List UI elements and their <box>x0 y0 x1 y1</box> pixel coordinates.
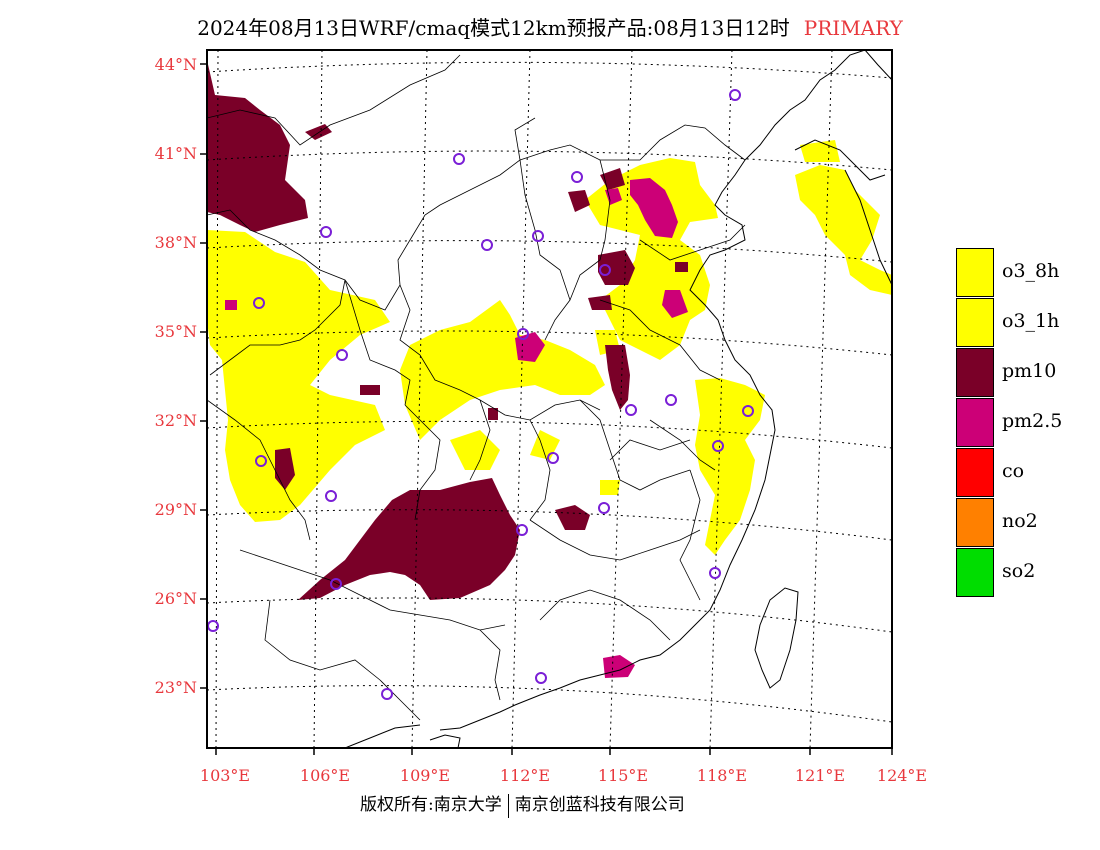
lat-label-44: 44°N <box>154 55 197 74</box>
lat-label-26: 26°N <box>154 589 197 608</box>
axis-ticks <box>200 63 893 755</box>
map-frame <box>206 49 893 749</box>
legend-label: pm10 <box>1002 360 1057 382</box>
lat-label-41: 41°N <box>154 144 197 163</box>
coastline <box>344 50 892 748</box>
pm25-region <box>225 178 688 678</box>
credit-left: 版权所有:南京大学 <box>360 795 502 815</box>
legend-label: pm2.5 <box>1002 410 1063 432</box>
o3-region-central <box>400 300 620 495</box>
pm10-region-northwest <box>207 60 332 232</box>
credit-right: 南京创蓝科技有限公司 <box>514 795 685 815</box>
o3-region-east <box>695 140 892 555</box>
lat-label-29: 29°N <box>154 500 197 519</box>
legend-label: o3_8h <box>1002 260 1060 282</box>
legend-swatch <box>956 348 994 397</box>
lon-label-112: 112°E <box>499 766 551 785</box>
lon-label-103: 103°E <box>199 766 251 785</box>
lon-label-115: 115°E <box>597 766 649 785</box>
lat-label-32: 32°N <box>154 411 197 430</box>
map-title: 2024年08月13日WRF/cmaq模式12km预报产品:08月13日12时 P… <box>0 12 1100 41</box>
legend-label: so2 <box>1002 560 1036 582</box>
credit-separator <box>507 793 509 818</box>
graticule <box>207 50 892 748</box>
copyright-credit: 版权所有:南京大学 南京创蓝科技有限公司 <box>360 790 685 818</box>
lon-label-106: 106°E <box>299 766 351 785</box>
lon-label-109: 109°E <box>399 766 451 785</box>
lat-label-35: 35°N <box>154 322 197 341</box>
o3-region-west <box>207 230 390 522</box>
title-tag: PRIMARY <box>803 16 903 40</box>
province-boundaries <box>207 54 746 721</box>
legend-swatch <box>956 498 994 547</box>
pm10-region-misc <box>275 168 688 530</box>
legend-swatch <box>956 548 994 597</box>
legend-label: co <box>1002 460 1025 482</box>
title-main: 2024年08月13日WRF/cmaq模式12km预报产品:08月13日12时 <box>197 16 790 40</box>
station-markers <box>207 89 754 700</box>
legend-swatch <box>956 248 994 297</box>
legend-label: o3_1h <box>1002 310 1060 332</box>
lat-label-23: 23°N <box>154 678 197 697</box>
legend-swatch <box>956 298 994 347</box>
lon-label-124: 124°E <box>876 766 928 785</box>
lat-label-38: 38°N <box>154 233 197 252</box>
lon-label-118: 118°E <box>696 766 748 785</box>
lon-label-121: 121°E <box>794 766 846 785</box>
pm10-region-south <box>298 478 520 600</box>
legend-swatch <box>956 398 994 447</box>
legend-swatch <box>956 448 994 497</box>
legend-label: no2 <box>1002 510 1038 532</box>
